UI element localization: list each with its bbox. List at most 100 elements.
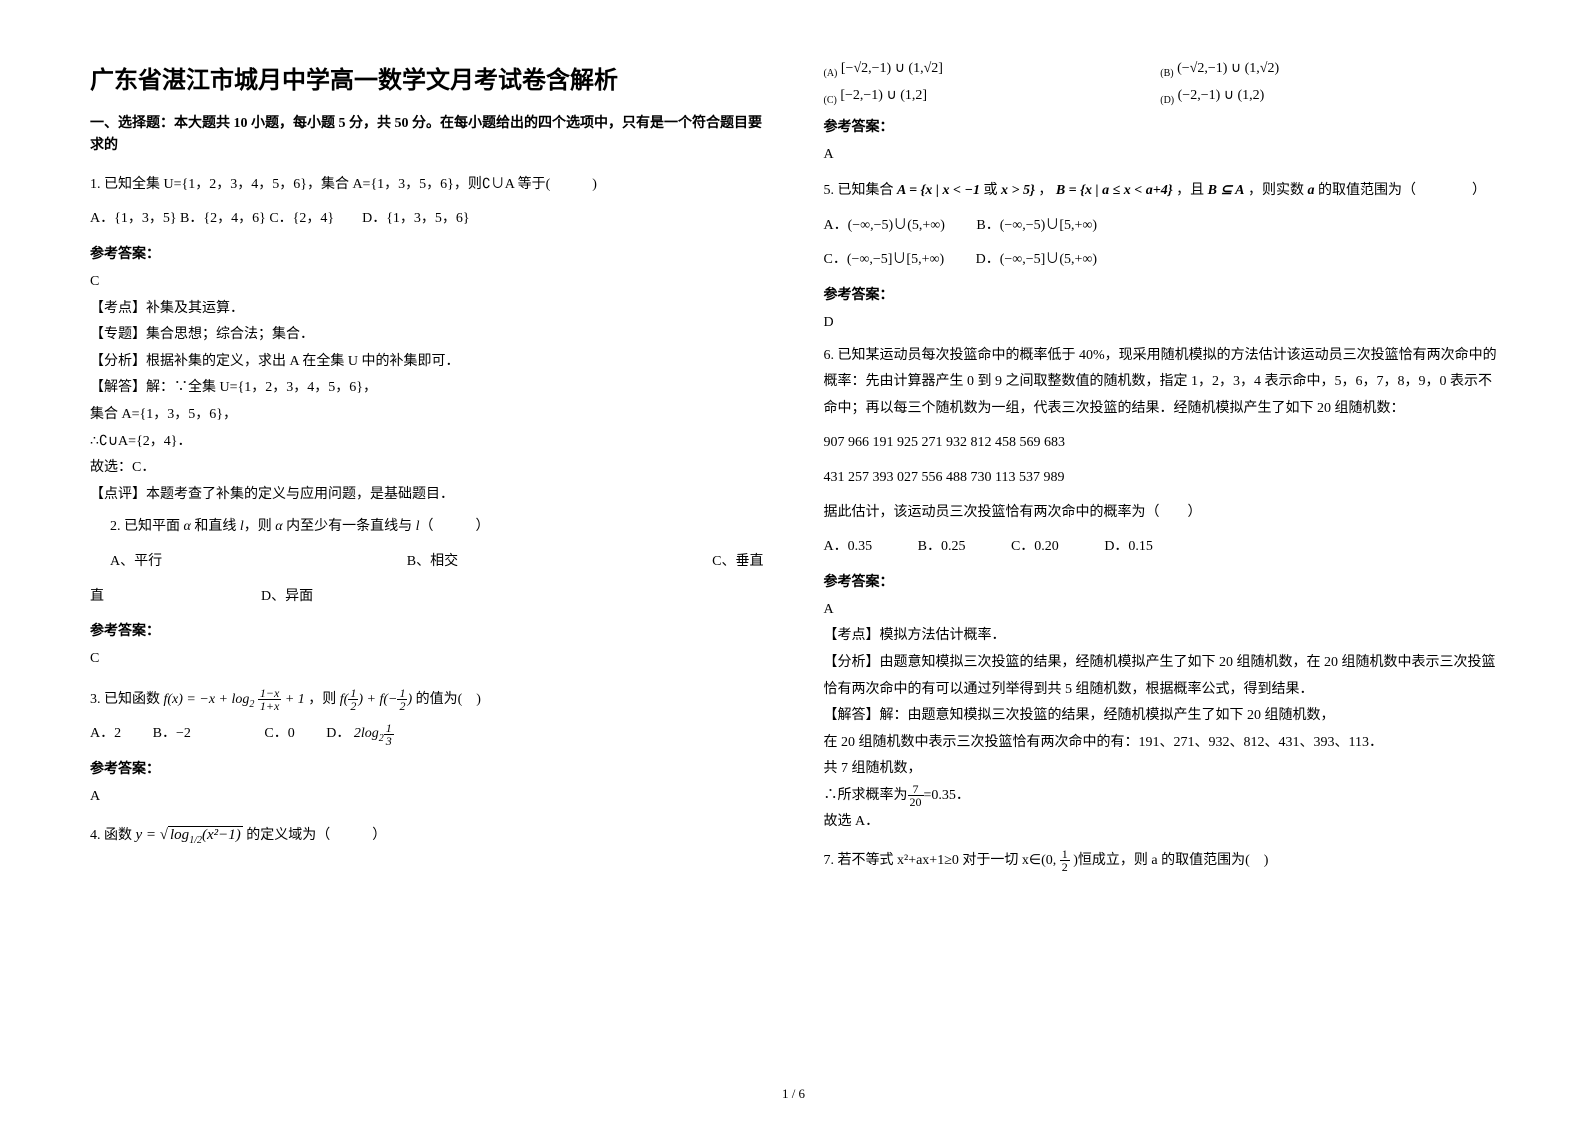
q3-options: A．2 B．−2 C．0 D． 2log213 [90, 721, 764, 748]
q2-alpha2: α [275, 519, 282, 534]
q1-answer-letter: C [90, 269, 764, 296]
left-column: 广东省湛江市城月中学高一数学文月考试卷含解析 一、选择题：本大题共 10 小题，… [90, 60, 764, 883]
q2-stem-e: （ ） [420, 519, 490, 534]
q4-stem-b: 的定义域为（ ） [246, 828, 386, 843]
q6-tail: 据此估计，该运动员三次投篮恰有两次命中的概率为（ ） [824, 500, 1498, 527]
q3-optD-a: D． [326, 726, 350, 741]
q5-setA: A = {x | x < −1 [897, 183, 980, 198]
q1-l4: 【解答】解：∵全集 U={1，2，3，4，5，6}， [90, 375, 764, 402]
q4-optA: (A) [−√2,−1) ∪ (1,√2] [824, 60, 1161, 79]
q1-l7: 故选：C． [90, 455, 764, 482]
q6-row1: 907 966 191 925 271 932 812 458 569 683 [824, 430, 1498, 457]
q2-alpha1: α [184, 519, 191, 534]
q6-l5: 共 7 组随机数， [824, 756, 1498, 783]
question-1: 1. 已知全集 U={1，2，3，4，5，6}，集合 A={1，3，5，6}，则… [90, 172, 764, 199]
q2-stem-d: 内至少有一条直线与 [283, 519, 416, 534]
q3-optA: A．2 [90, 726, 121, 741]
question-3: 3. 已知函数 f(x) = −x + log2 1−x1+x + 1 ，则 f… [90, 687, 764, 714]
q3-optD-b: 2log213 [354, 726, 394, 741]
q5-optA: A．(−∞,−5)∪(5,+∞) [824, 218, 945, 233]
q5-opts-row2: C．(−∞,−5]∪[5,+∞) D．(−∞,−5]∪(5,+∞) [824, 247, 1498, 274]
q6-l3: 【解答】解：由题意知模拟三次投篮的结果，经随机模拟产生了如下 20 组随机数， [824, 703, 1498, 730]
q7-half: 12 [1060, 848, 1070, 873]
q5-stem-c: ，且 [1176, 183, 1208, 198]
q1-l3: 【分析】根据补集的定义，求出 A 在全集 U 中的补集即可． [90, 349, 764, 376]
q4-opts-row2: (C) [−2,−1) ∪ (1,2] (D) (−2,−1) ∪ (1,2) [824, 87, 1498, 106]
q4-optB: (B) (−√2,−1) ∪ (1,√2) [1160, 60, 1497, 79]
q5-var: a [1308, 183, 1315, 198]
q1-l2: 【专题】集合思想；综合法；集合． [90, 322, 764, 349]
q4-opts-row1: (A) [−√2,−1) ∪ (1,√2] (B) (−√2,−1) ∪ (1,… [824, 60, 1498, 79]
q4-stem-a: 4. 函数 [90, 828, 132, 843]
q1-l5: 集合 A={1，3，5，6}， [90, 402, 764, 429]
q6-l7: 故选 A． [824, 809, 1498, 836]
q5-optD: D．(−∞,−5]∪(5,+∞) [976, 252, 1097, 267]
q5-answer-letter: D [824, 310, 1498, 337]
q7-stem-a: 7. 若不等式 x²+ax+1≥0 对于一切 x∈(0, [824, 853, 1060, 868]
q1-options: A．{1，3，5} B．{2，4，6} C．{2，4} D．{1，3，5，6} [90, 206, 764, 233]
q1-stem: 1. 已知全集 U={1，2，3，4，5，6}，集合 A={1，3，5，6}，则… [90, 172, 764, 199]
right-column: (A) [−√2,−1) ∪ (1,√2] (B) (−√2,−1) ∪ (1,… [824, 60, 1498, 883]
q5-stem-d: ，则实数 [1248, 183, 1308, 198]
q6-optB: B．0.25 [918, 539, 966, 554]
q2-optC: C、垂直 [704, 549, 764, 576]
q6-l6-frac: 720 [908, 783, 924, 808]
q3-stem-a: 3. 已知函数 [90, 692, 160, 707]
q6-optA: A．0.35 [824, 539, 873, 554]
q2-optB: B、相交 [407, 549, 704, 576]
q6-optC: C．0.20 [1011, 539, 1059, 554]
question-4: 4. 函数 y = √log1/2(x²−1) 的定义域为（ ） [90, 821, 764, 850]
q4-optD: (D) (−2,−1) ∪ (1,2) [1160, 87, 1497, 106]
q1-l8: 【点评】本题考查了补集的定义与应用问题，是基础题目． [90, 482, 764, 509]
q5-cond: B ⊆ A [1208, 183, 1245, 198]
q5-optC: C．(−∞,−5]∪[5,+∞) [824, 252, 945, 267]
page-title: 广东省湛江市城月中学高一数学文月考试卷含解析 [90, 60, 764, 95]
q6-options: A．0.35 B．0.25 C．0.20 D．0.15 [824, 534, 1498, 561]
q6-row2: 431 257 393 027 556 488 730 113 537 989 [824, 465, 1498, 492]
q3-optB: B．−2 [153, 726, 191, 741]
q2-options-row2: 直 D、异面 [90, 584, 764, 611]
q5-setB: B = {x | a ≤ x < a+4} [1056, 183, 1173, 198]
page-number: 1 / 6 [782, 1086, 805, 1102]
question-5: 5. 已知集合 A = {x | x < −1 或 x > 5} ， B = {… [824, 178, 1498, 205]
q5-opts-row1: A．(−∞,−5)∪(5,+∞) B．(−∞,−5)∪[5,+∞) [824, 213, 1498, 240]
q6-l2: 【分析】由题意知模拟三次投篮的结果，经随机模拟产生了如下 20 组随机数，在 2… [824, 650, 1498, 703]
question-2: 2. 已知平面 α 和直线 l，则 α 内至少有一条直线与 l（ ） [110, 514, 764, 541]
q6-answer-label: 参考答案： [824, 571, 1498, 591]
question-6-stem: 6. 已知某运动员每次投篮命中的概率低于 40%，现采用随机模拟的方法估计该运动… [824, 343, 1498, 423]
q3-optC: C．0 [264, 726, 294, 741]
section-1-heading: 一、选择题：本大题共 10 小题，每小题 5 分，共 50 分。在每小题给出的四… [90, 113, 764, 158]
q5-stem-a: 5. 已知集合 [824, 183, 898, 198]
two-column-layout: 广东省湛江市城月中学高一数学文月考试卷含解析 一、选择题：本大题共 10 小题，… [90, 60, 1497, 883]
q7-stem-b: )恒成立，则 a 的取值范围为( ) [1070, 853, 1269, 868]
q3-func: f(x) = −x + log2 1−x1+x + 1 [164, 692, 305, 707]
q2-answer-label: 参考答案： [90, 620, 764, 640]
q6-l6c: =0.35． [924, 788, 970, 803]
q3-expr: f(12) + f(−12) [340, 692, 412, 707]
q1-answer-label: 参考答案： [90, 243, 764, 263]
q4-optC: (C) [−2,−1) ∪ (1,2] [824, 87, 1161, 106]
q6-answer-letter: A [824, 597, 1498, 624]
q5-stem-e: 的取值范围为（ ） [1318, 183, 1486, 198]
q3-stem-b: ，则 [308, 692, 336, 707]
q5-optB: B．(−∞,−5)∪[5,+∞) [976, 218, 1097, 233]
q1-l1: 【考点】补集及其运算． [90, 296, 764, 323]
q3-answer-letter: A [90, 784, 764, 811]
q3-answer-label: 参考答案： [90, 758, 764, 778]
q4-func: y = √log1/2(x²−1) [136, 826, 243, 843]
q2-options-row1: A、平行 B、相交 C、垂直 [90, 549, 764, 576]
q2-optA: A、平行 [110, 549, 407, 576]
q5-answer-label: 参考答案： [824, 284, 1498, 304]
q2-stem-c: ，则 [244, 519, 276, 534]
question-7: 7. 若不等式 x²+ax+1≥0 对于一切 x∈(0, 12 )恒成立，则 a… [824, 848, 1498, 875]
q4-answer-label: 参考答案： [824, 116, 1498, 136]
q2-answer-letter: C [90, 646, 764, 673]
q6-l6: ∴所求概率为720=0.35． [824, 783, 1498, 810]
q6-l6a: ∴所求概率为 [824, 788, 908, 803]
q2-stem-a: 2. 已知平面 [110, 519, 184, 534]
q6-l1: 【考点】模拟方法估计概率． [824, 623, 1498, 650]
q2-stem-b: 和直线 [191, 519, 240, 534]
q5-stem-b: ， [1038, 183, 1052, 198]
q3-stem-c: 的值为( ) [416, 692, 481, 707]
q4-answer-letter: A [824, 142, 1498, 169]
